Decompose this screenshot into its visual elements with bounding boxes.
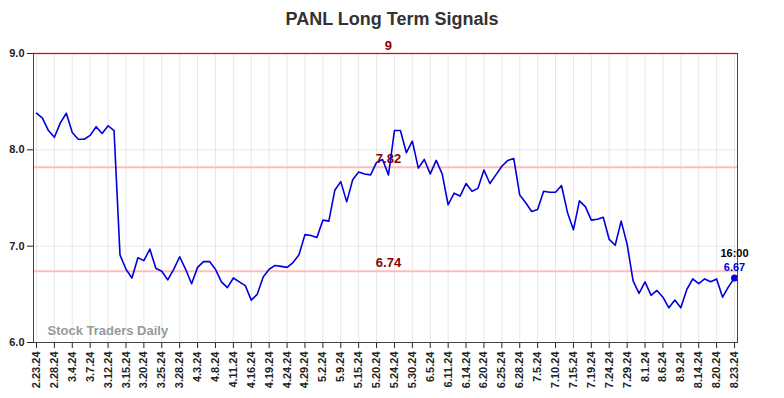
- svg-text:6.11.24: 6.11.24: [442, 351, 454, 388]
- svg-text:2.23.24: 2.23.24: [30, 351, 42, 389]
- svg-text:2.28.24: 2.28.24: [48, 351, 60, 389]
- svg-text:3.28.24: 3.28.24: [173, 351, 185, 389]
- svg-text:4.16.24: 4.16.24: [245, 351, 257, 389]
- svg-text:8.14.24: 8.14.24: [692, 351, 704, 389]
- svg-text:8.0: 8.0: [9, 143, 24, 155]
- svg-text:4.11.24: 4.11.24: [227, 351, 239, 388]
- svg-text:4.8.24: 4.8.24: [209, 351, 221, 382]
- svg-text:7.5.24: 7.5.24: [531, 351, 543, 382]
- svg-text:5.2.24: 5.2.24: [316, 351, 328, 382]
- svg-text:6.20.24: 6.20.24: [477, 351, 489, 389]
- svg-text:6.5.24: 6.5.24: [424, 351, 436, 382]
- html-text:PANL Long Term Signals: PANL Long Term Signals: [285, 9, 499, 29]
- svg-text:6.14.24: 6.14.24: [460, 351, 472, 389]
- svg-text:7.19.24: 7.19.24: [585, 351, 597, 389]
- svg-text:5.9.24: 5.9.24: [334, 351, 346, 382]
- svg-text:4.24.24: 4.24.24: [281, 351, 293, 389]
- svg-text:8.1.24: 8.1.24: [639, 351, 651, 382]
- svg-text:6.25.24: 6.25.24: [495, 351, 507, 389]
- svg-text:4.3.24: 4.3.24: [191, 351, 203, 382]
- svg-text:7.10.24: 7.10.24: [549, 351, 561, 389]
- svg-text:3.7.24: 3.7.24: [84, 351, 96, 382]
- svg-text:4.29.24: 4.29.24: [298, 351, 310, 389]
- svg-text:4.19.24: 4.19.24: [263, 351, 275, 389]
- svg-text:6.0: 6.0: [9, 336, 24, 348]
- svg-text:9: 9: [385, 38, 392, 53]
- svg-text:3.15.24: 3.15.24: [119, 351, 131, 389]
- svg-text:3.20.24: 3.20.24: [137, 351, 149, 389]
- svg-text:6.74: 6.74: [376, 255, 402, 270]
- svg-text:5.15.24: 5.15.24: [352, 351, 364, 389]
- svg-text:7.24.24: 7.24.24: [603, 351, 615, 389]
- svg-text:6.28.24: 6.28.24: [513, 351, 525, 389]
- svg-text:5.20.24: 5.20.24: [370, 351, 382, 389]
- svg-text:Stock Traders Daily: Stock Traders Daily: [48, 323, 169, 338]
- svg-text:8.6.24: 8.6.24: [656, 351, 668, 382]
- svg-text:8.9.24: 8.9.24: [674, 351, 686, 382]
- svg-text:6.67: 6.67: [724, 261, 745, 273]
- svg-text:8.23.24: 8.23.24: [728, 351, 740, 389]
- svg-text:8.20.24: 8.20.24: [710, 351, 722, 389]
- svg-text:3.4.24: 3.4.24: [66, 351, 78, 382]
- svg-text:3.12.24: 3.12.24: [102, 351, 114, 389]
- svg-text:7.82: 7.82: [376, 151, 401, 166]
- svg-text:7.29.24: 7.29.24: [621, 351, 633, 389]
- svg-text:7.0: 7.0: [9, 240, 24, 252]
- svg-text:3.25.24: 3.25.24: [155, 351, 167, 389]
- svg-text:7.15.24: 7.15.24: [567, 351, 579, 389]
- svg-text:5.30.24: 5.30.24: [406, 351, 418, 389]
- svg-text:5.24.24: 5.24.24: [388, 351, 400, 389]
- svg-text:9.0: 9.0: [9, 47, 24, 59]
- svg-text:16:00: 16:00: [720, 247, 748, 259]
